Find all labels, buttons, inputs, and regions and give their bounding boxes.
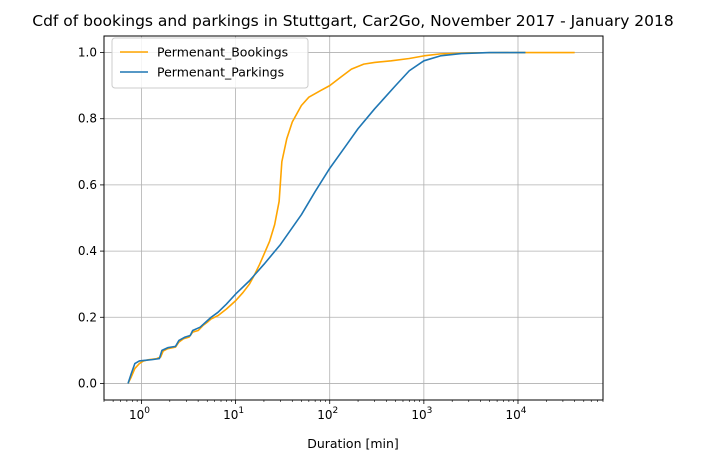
chart-title: Cdf of bookings and parkings in Stuttgar… [32,12,674,30]
x-axis-label: Duration [min] [307,436,399,451]
grid-lines [104,36,603,400]
series-lines [127,51,575,384]
legend: Permenant_Bookings Permenant_Parkings [111,37,309,89]
y-tick-label: 0.6 [78,178,97,192]
y-tick-label: 0.4 [78,244,97,258]
x-tick-label: 104 [505,406,526,422]
y-tick-label: 0.2 [78,310,97,324]
x-tick-label: 103 [411,406,432,422]
y-tick-label: 1.0 [78,46,97,60]
y-axis-ticks: 0.0 0.2 0.4 0.6 0.8 1.0 [78,46,104,390]
legend-box [111,37,309,89]
y-tick-label: 0.0 [78,376,97,390]
legend-label: Permenant_Bookings [157,45,288,60]
legend-label: Permenant_Parkings [157,65,284,80]
y-tick-label: 0.8 [78,112,97,126]
x-tick-label: 102 [317,406,338,422]
series-line-permenant-bookings [127,51,575,384]
plot-area-frame [103,35,604,401]
x-tick-label: 100 [129,406,150,422]
x-axis-ticks: 100 101 102 103 104 [129,400,527,422]
x-tick-label: 101 [223,406,244,422]
series-line-permenant-parkings [127,51,526,384]
